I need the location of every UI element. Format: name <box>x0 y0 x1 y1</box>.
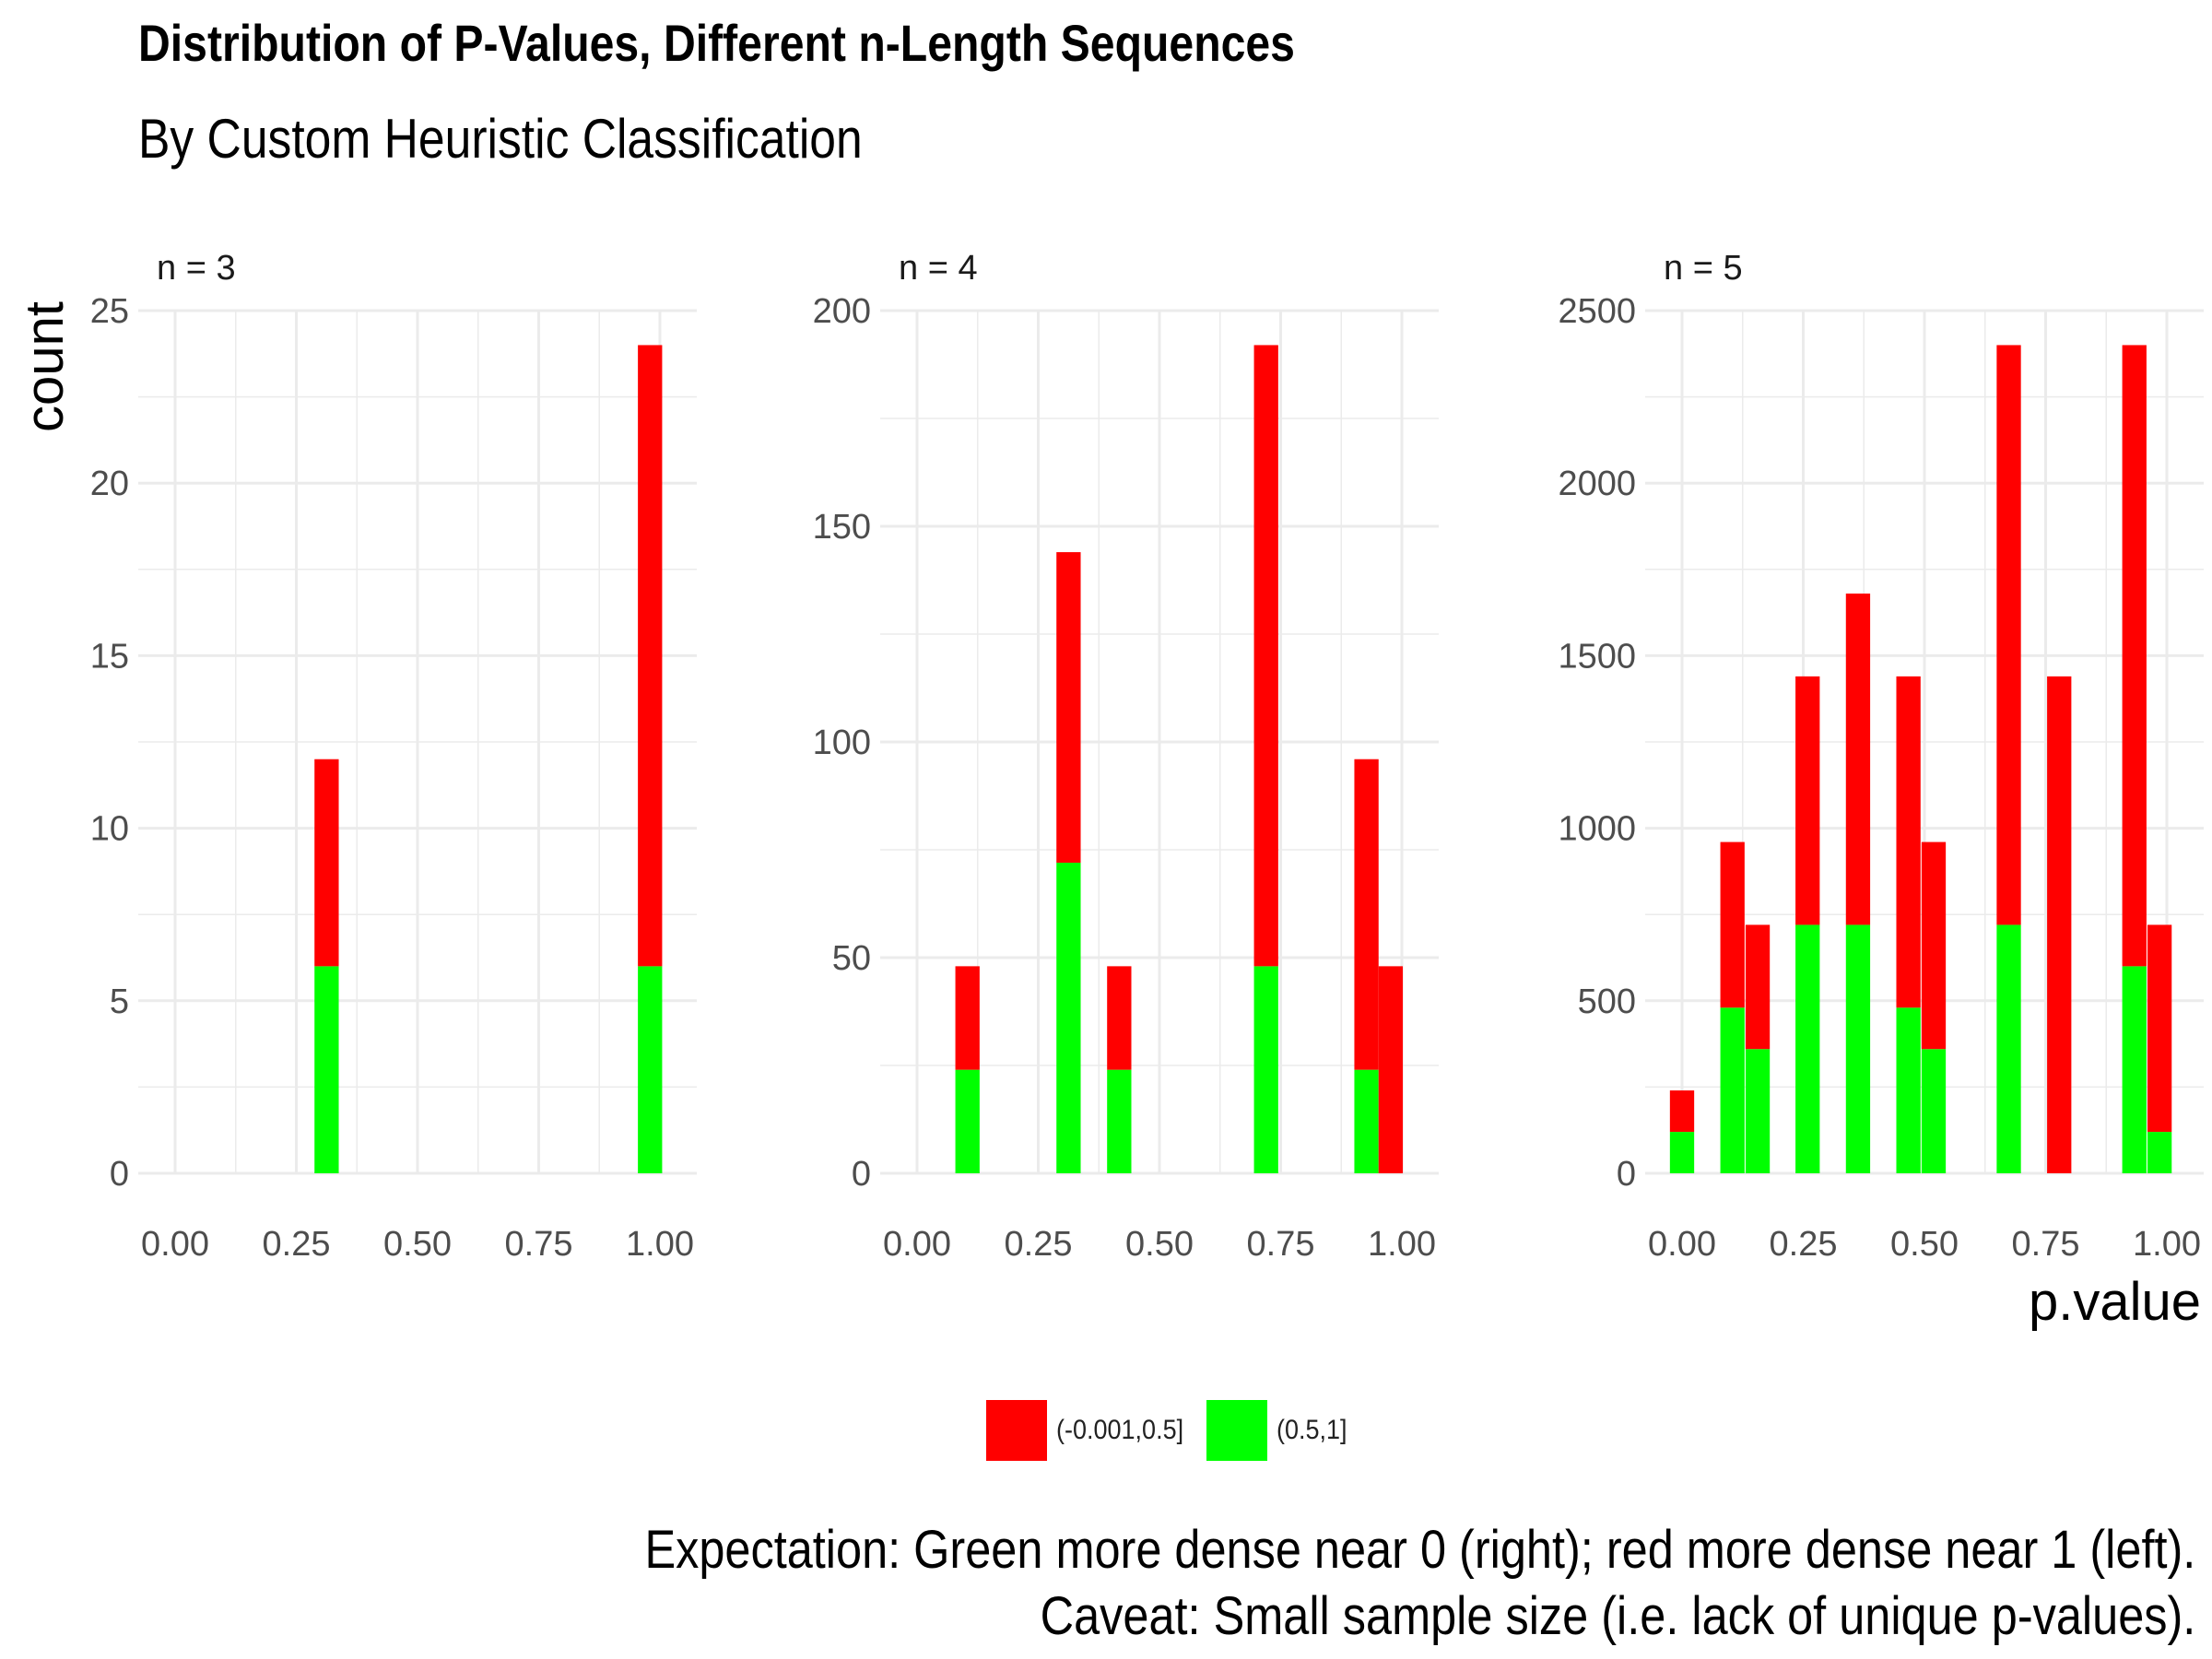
y-tick-label: 100 <box>813 724 871 762</box>
y-tick-label: 10 <box>90 810 129 849</box>
bar-red <box>1921 841 1947 1050</box>
x-tick-label: 0.25 <box>1005 1225 1073 1264</box>
x-tick-label: 1.00 <box>2133 1225 2201 1264</box>
y-tick-label: 2500 <box>1558 292 1636 331</box>
x-tick-label: 1.00 <box>626 1225 694 1264</box>
x-tick-label: 0.75 <box>505 1225 573 1264</box>
bar-red <box>1845 594 1871 925</box>
y-tick-label: 200 <box>813 292 871 331</box>
bar-green <box>2147 1132 2172 1173</box>
bar-green <box>1720 1007 1745 1173</box>
bar-red <box>1056 552 1081 864</box>
facet-strip-label: n = 4 <box>899 249 978 288</box>
chart-title: Distribution of P-Values, Different n-Le… <box>138 14 1295 72</box>
x-tick-label: 0.50 <box>1890 1225 1959 1264</box>
x-tick-label: 0.00 <box>141 1225 209 1264</box>
x-tick-label: 0.75 <box>2012 1225 2080 1264</box>
legend-swatch-red <box>986 1400 1047 1461</box>
bar-green <box>2122 966 2147 1173</box>
bar-red <box>1669 1090 1695 1133</box>
y-tick-label: 2000 <box>1558 465 1636 503</box>
legend-item-red: (-0.001,0.5] <box>986 1400 1197 1461</box>
caption-line-1: Expectation: Green more dense near 0 (ri… <box>644 1520 2195 1580</box>
caption: Expectation: Green more dense near 0 (ri… <box>413 1517 2195 1650</box>
bar-green <box>1056 863 1081 1173</box>
y-tick-label: 50 <box>832 939 871 978</box>
bar-red <box>1378 966 1404 1173</box>
bar-red <box>2147 924 2172 1133</box>
x-tick-label: 1.00 <box>1368 1225 1436 1264</box>
bar-green <box>1253 966 1278 1173</box>
legend-label-green: (0.5,1] <box>1277 1415 1347 1445</box>
panel-3: 0 500 1000 1500 2000 2500 0.00 0.25 0.50 0.75 1.00… <box>1558 249 2204 1264</box>
bar-red <box>1795 676 1820 925</box>
bar-green <box>1745 1049 1771 1173</box>
bar-green <box>638 966 663 1173</box>
chart-subtitle: By Custom Heuristic Classification <box>138 108 863 170</box>
x-tick-label: 0.50 <box>383 1225 452 1264</box>
y-tick-label: 0 <box>110 1155 129 1194</box>
y-tick-label: 1500 <box>1558 637 1636 676</box>
x-tick-label: 0.00 <box>883 1225 951 1264</box>
bar-green <box>1669 1132 1695 1173</box>
caption-line-2: Caveat: Small sample size (i.e. lack of … <box>1040 1586 2195 1646</box>
bar-red <box>1253 345 1278 967</box>
bar-green <box>955 1069 980 1173</box>
bar-red <box>955 966 980 1070</box>
y-tick-label: 20 <box>90 465 129 503</box>
y-tick-label: 5 <box>110 982 129 1021</box>
bar-green <box>1921 1049 1947 1173</box>
facet-strip-label: n = 3 <box>157 249 236 288</box>
y-tick-label: 25 <box>90 292 129 331</box>
x-tick-label: 0.00 <box>1648 1225 1716 1264</box>
bar-green <box>314 966 339 1173</box>
bar-red <box>1896 676 1921 1008</box>
panel-2: 0 50 100 150 200 0.00 0.25 0.50 0.75 1.00 n = 4 <box>813 249 1439 1264</box>
y-tick-label: 500 <box>1578 982 1636 1021</box>
x-tick-label: 0.75 <box>1247 1225 1315 1264</box>
y-axis-title: count <box>15 301 75 432</box>
y-tick-label: 0 <box>1617 1155 1636 1194</box>
bar-green <box>1896 1007 1921 1173</box>
facet-strip-label: n = 5 <box>1664 249 1743 288</box>
bar-red <box>1996 345 2021 925</box>
legend: (-0.001,0.5] (0.5,1] <box>986 1399 1365 1462</box>
bar-red <box>2047 676 2072 1173</box>
bar-red <box>1107 966 1132 1070</box>
legend-item-green: (0.5,1] <box>1206 1400 1355 1461</box>
legend-label-red: (-0.001,0.5] <box>1056 1415 1184 1445</box>
y-tick-label: 150 <box>813 508 871 547</box>
y-tick-label: 0 <box>852 1155 871 1194</box>
bar-red <box>638 345 663 967</box>
bar-green <box>1996 924 2021 1173</box>
panel-1: 0 5 10 15 20 25 0.00 0.25 0.50 0.75 1.00 n = 3 <box>90 249 697 1264</box>
x-tick-label: 0.50 <box>1125 1225 1194 1264</box>
bar-red <box>1745 924 1771 1050</box>
bar-red <box>314 759 339 967</box>
bar-green <box>1354 1069 1379 1173</box>
y-tick-label: 1000 <box>1558 810 1636 849</box>
bar-green <box>1845 924 1871 1173</box>
bar-red <box>2122 345 2147 967</box>
x-axis-title: p.value <box>2029 1272 2201 1332</box>
legend-swatch-green <box>1206 1400 1268 1461</box>
bar-red <box>1720 841 1745 1008</box>
x-tick-label: 0.25 <box>263 1225 331 1264</box>
bar-green <box>1107 1069 1132 1173</box>
bar-green <box>1795 924 1820 1173</box>
x-tick-label: 0.25 <box>1770 1225 1838 1264</box>
y-tick-label: 15 <box>90 637 129 676</box>
bar-red <box>1354 759 1379 1070</box>
